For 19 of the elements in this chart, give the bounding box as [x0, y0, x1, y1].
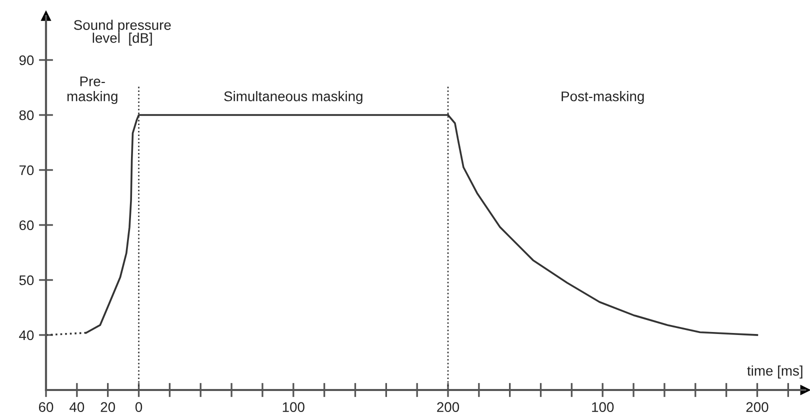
x-tick-label: 100 — [592, 402, 614, 412]
x-axis-title: time [ms] — [747, 366, 802, 378]
y-tick-label: 40 — [19, 330, 34, 340]
annotation: Simultaneous masking — [224, 91, 362, 104]
x-tick-label: 60 — [38, 402, 54, 412]
y-axis-title: Sound pressure level [dB] — [74, 20, 171, 46]
y-tick-label: 90 — [19, 55, 34, 66]
y-tick-label: 50 — [19, 275, 34, 286]
x-tick-label: 0 — [135, 402, 142, 412]
annotation: Post-masking — [562, 91, 644, 104]
y-tick-label: 70 — [19, 165, 34, 176]
y-tick-label: 80 — [19, 110, 34, 120]
x-tick-label: 100 — [282, 402, 304, 412]
x-tick-label: 20 — [100, 402, 116, 412]
y-tick-label: 60 — [19, 220, 34, 230]
x-tick-label: 200 — [746, 402, 768, 412]
annotation: Pre- masking — [67, 76, 118, 104]
x-tick-label: 200 — [437, 402, 460, 412]
x-tick-label: 40 — [70, 402, 84, 412]
